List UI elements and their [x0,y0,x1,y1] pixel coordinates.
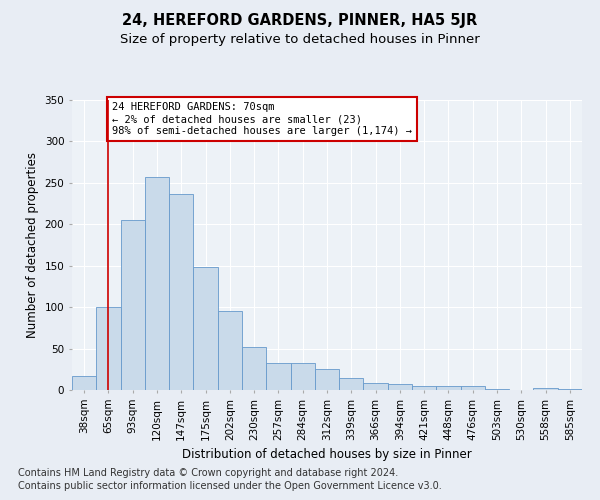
Bar [412,386,436,390]
Text: 24, HEREFORD GARDENS, PINNER, HA5 5JR: 24, HEREFORD GARDENS, PINNER, HA5 5JR [122,12,478,28]
Bar [266,362,290,390]
Bar [242,347,266,390]
Bar [96,307,121,390]
X-axis label: Distribution of detached houses by size in Pinner: Distribution of detached houses by size … [182,448,472,461]
Text: 24 HEREFORD GARDENS: 70sqm
← 2% of detached houses are smaller (23)
98% of semi-: 24 HEREFORD GARDENS: 70sqm ← 2% of detac… [112,102,412,136]
Bar [121,220,145,390]
Bar [145,177,169,390]
Bar [315,370,339,390]
Bar [461,386,485,390]
Bar [485,389,509,390]
Text: Size of property relative to detached houses in Pinner: Size of property relative to detached ho… [120,32,480,46]
Y-axis label: Number of detached properties: Number of detached properties [26,152,39,338]
Bar [218,312,242,390]
Bar [169,194,193,390]
Bar [72,376,96,390]
Bar [558,389,582,390]
Bar [436,386,461,390]
Bar [193,266,218,390]
Bar [533,388,558,390]
Text: Contains HM Land Registry data © Crown copyright and database right 2024.: Contains HM Land Registry data © Crown c… [18,468,398,477]
Bar [388,384,412,390]
Bar [290,362,315,390]
Text: Contains public sector information licensed under the Open Government Licence v3: Contains public sector information licen… [18,481,442,491]
Bar [364,384,388,390]
Bar [339,378,364,390]
